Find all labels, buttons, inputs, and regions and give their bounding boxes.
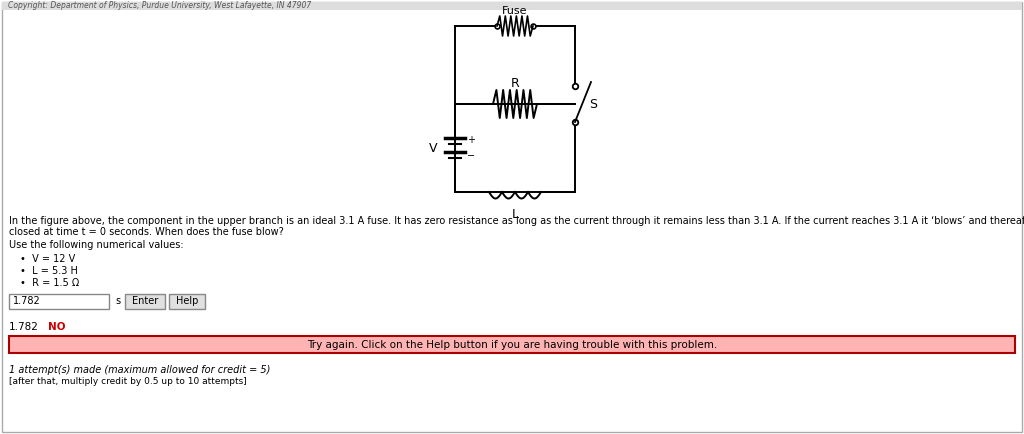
Bar [9,336,1015,353]
Text: Enter: Enter [132,296,158,306]
Bar [2,2,1022,10]
Text: −: − [467,151,475,161]
Text: •  L = 5.3 H: • L = 5.3 H [20,266,78,276]
Text: •  V = 12 V: • V = 12 V [20,254,75,264]
Text: 1.782: 1.782 [13,296,41,306]
Text: R: R [511,77,519,90]
Text: Copyright: Department of Physics, Purdue University, West Lafayette, IN 47907: Copyright: Department of Physics, Purdue… [8,1,311,10]
Text: Use the following numerical values:: Use the following numerical values: [9,240,183,250]
Text: S: S [589,98,597,111]
Text: closed at time t = 0 seconds. When does the fuse blow?: closed at time t = 0 seconds. When does … [9,227,284,237]
Bar [169,294,205,309]
Text: V: V [429,141,437,155]
Text: 1.782: 1.782 [9,322,39,332]
Text: +: + [467,135,475,145]
Text: In the figure above, the component in the upper branch is an ideal 3.1 A fuse. I: In the figure above, the component in th… [9,216,1024,226]
Text: [after that, multiply credit by 0.5 up to 10 attempts]: [after that, multiply credit by 0.5 up t… [9,377,247,386]
Text: •  R = 1.5 Ω: • R = 1.5 Ω [20,278,79,288]
Text: 1 attempt(s) made (maximum allowed for credit = 5): 1 attempt(s) made (maximum allowed for c… [9,365,270,375]
Text: L: L [512,208,518,221]
Text: Try again. Click on the Help button if you are having trouble with this problem.: Try again. Click on the Help button if y… [307,339,717,349]
Text: Help: Help [176,296,199,306]
Text: Fuse: Fuse [502,6,527,16]
Text: NO: NO [48,322,66,332]
Bar [125,294,165,309]
Bar [9,294,109,309]
Text: s: s [115,296,120,306]
